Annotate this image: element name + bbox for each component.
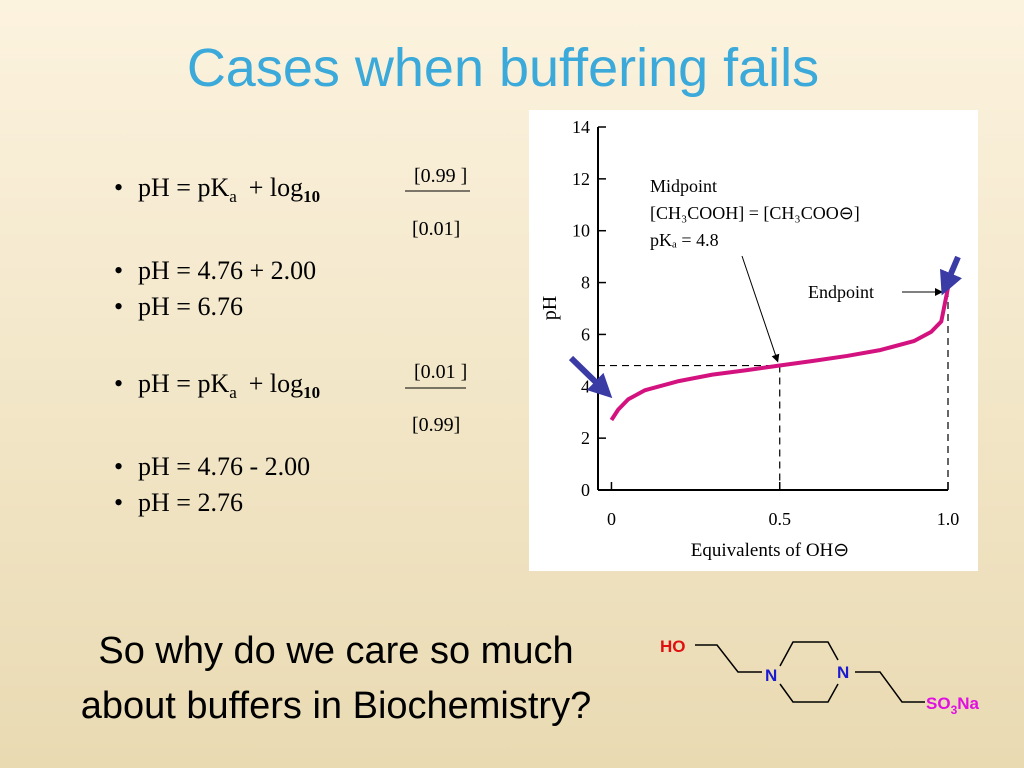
question: So why do we care so much (98, 630, 573, 672)
bullet: • (114, 452, 123, 481)
y-tick-label: 12 (572, 169, 590, 189)
formula: pH = pKa + log10 (138, 369, 320, 402)
bullets: • pH = pKa + log10 [0.99 ] [0.01] • pH = … (114, 165, 470, 517)
molecule: HO N N SO3Na (660, 637, 980, 717)
subscript: 3 (951, 703, 958, 717)
y-tick-label: 0 (581, 480, 590, 500)
annotation-arrow (741, 255, 780, 363)
result: pH = 2.76 (138, 488, 243, 517)
chart-panel (529, 110, 978, 571)
x-tick-label: 0.5 (768, 509, 791, 529)
subscript: a (229, 383, 237, 402)
y-axis-label: pH (539, 296, 561, 320)
annotation: [CH₃COOH] = [CH₃COO⊖] (650, 203, 860, 223)
y-tick-label: 6 (581, 324, 590, 344)
denominator: [0.99] (412, 414, 460, 436)
subscript: a (229, 187, 237, 206)
titration-curve (609, 287, 950, 422)
annotation: pKₐ = 4.8 (650, 230, 719, 250)
x-tick-label: 1.0 (937, 509, 960, 529)
ring-bond (779, 641, 839, 667)
slide-title: Cases when buffering fails (187, 38, 819, 98)
bullet: • (114, 256, 123, 285)
formula-lhs: pH = pK (138, 173, 229, 202)
question: about buffers in Biochemistry? (81, 685, 591, 727)
subscript: 10 (303, 187, 320, 206)
result: pH = 6.76 (138, 292, 243, 321)
atom-label: HO (660, 637, 686, 656)
formula-lhs: pH = pK (138, 369, 229, 398)
bullet: • (114, 292, 123, 321)
x-axis-label: Equivalents of OH⊖ (691, 540, 849, 561)
bond (855, 671, 925, 703)
atom-label: N (837, 663, 849, 682)
denominator: [0.01] (412, 218, 460, 240)
atom-label: SO3Na (926, 694, 980, 717)
atom: SO (926, 694, 951, 713)
subscript: 10 (303, 383, 320, 402)
y-tick-label: 4 (581, 376, 590, 396)
formula-mid: + log (249, 369, 303, 398)
ring-bond (779, 683, 839, 703)
numerator: [0.01 ] (414, 361, 467, 383)
annotation: Endpoint (808, 282, 874, 302)
chart: 0 2 4 6 8 10 12 14 0 0.5 1.0 Equivalents of OH⊖ pH Mi… (539, 117, 963, 561)
y-tick-label: 8 (581, 273, 590, 293)
bullet: • (114, 173, 123, 202)
y-tick-label: 10 (572, 221, 590, 241)
formula: pH = pKa + log10 (138, 173, 320, 206)
bullet: • (114, 488, 123, 517)
formula-mid: + log (249, 173, 303, 202)
numerator: [0.99 ] (414, 165, 467, 187)
result: pH = 4.76 + 2.00 (138, 256, 316, 285)
annotation: Midpoint (650, 176, 717, 196)
bond (695, 644, 762, 673)
highlight-arrow (568, 355, 613, 399)
result: pH = 4.76 - 2.00 (138, 452, 310, 481)
atom: Na (957, 694, 979, 713)
x-tick-label: 0 (607, 509, 616, 529)
highlight-arrow (939, 255, 963, 296)
bullet: • (114, 369, 123, 398)
y-tick-label: 14 (572, 117, 590, 137)
y-tick-label: 2 (581, 428, 590, 448)
atom-label: N (765, 666, 777, 685)
